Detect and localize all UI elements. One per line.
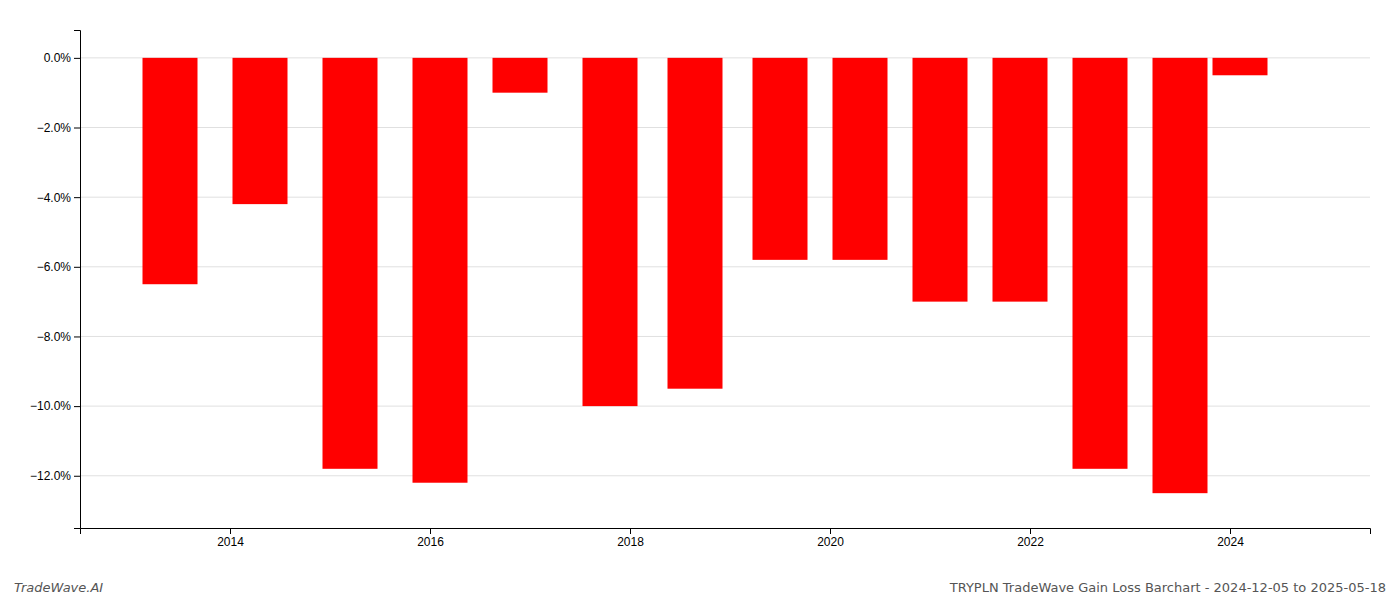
annotation: TradeWave.AI (14, 580, 103, 595)
x-tick-mark (830, 528, 831, 534)
bar (1153, 58, 1208, 493)
plot: 2014 2016 2018 2020 2022 2024 0.0% −2.0% −4.0% −6… (30, 31, 1371, 549)
bar (1073, 58, 1128, 469)
y-tick: −4.0% (37, 191, 80, 205)
y-tick-mark (74, 406, 80, 407)
y-tick-label: −4.0% (37, 191, 72, 205)
x-tick-mark (630, 528, 631, 534)
x-tick-label: 2018 (617, 535, 644, 549)
y-tick: −8.0% (37, 330, 80, 344)
y-axis: 0.0% −2.0% −4.0% −6.0% −8.0% −10.0% −12.0% (30, 31, 81, 529)
x-tick: 2024 (1217, 528, 1244, 549)
x-tick: 2014 (217, 528, 244, 549)
y-tick-mark (74, 128, 80, 129)
y-axis-line (74, 31, 81, 529)
bar (993, 58, 1048, 302)
y-tick: −2.0% (37, 121, 80, 135)
bar (1213, 58, 1268, 75)
y-tick-label: −6.0% (37, 260, 72, 274)
x-tick-mark (1030, 528, 1031, 534)
x-tick-label: 2016 (417, 535, 444, 549)
bar (413, 58, 468, 483)
y-tick-mark (74, 267, 80, 268)
bar (913, 58, 968, 302)
x-tick-label: 2014 (217, 535, 244, 549)
y-tick: −12.0% (30, 469, 80, 483)
x-tick-label: 2022 (1017, 535, 1044, 549)
y-tick-mark (74, 197, 80, 198)
y-tick-label: 0.0% (44, 51, 72, 65)
bar (143, 58, 198, 284)
y-tick: −6.0% (37, 260, 80, 274)
bar (583, 58, 638, 406)
x-tick-mark (1230, 528, 1231, 534)
y-tick: 0.0% (44, 51, 80, 65)
x-tick: 2022 (1017, 528, 1044, 549)
chart: 2014 2016 2018 2020 2022 2024 0.0% −2.0% −4.0% −6… (0, 0, 1400, 600)
y-tick: −10.0% (30, 399, 80, 413)
x-tick-label: 2020 (817, 535, 844, 549)
x-tick-mark (230, 528, 231, 534)
bars (143, 58, 1268, 493)
y-tick-label: −12.0% (30, 469, 71, 483)
bar (493, 58, 548, 93)
y-tick-label: −8.0% (37, 330, 72, 344)
y-tick-label: −10.0% (30, 399, 71, 413)
bar (668, 58, 723, 389)
x-axis-line (81, 529, 1371, 535)
y-tick-mark (74, 336, 80, 337)
y-tick-mark (74, 58, 80, 59)
x-tick: 2016 (417, 528, 444, 549)
x-tick: 2020 (817, 528, 844, 549)
x-tick-label: 2024 (1217, 535, 1244, 549)
bar (833, 58, 888, 260)
y-tick-label: −2.0% (37, 121, 72, 135)
bar (753, 58, 808, 260)
x-tick-mark (430, 528, 431, 534)
bar (323, 58, 378, 469)
x-tick: 2018 (617, 528, 644, 549)
annotation: TRYPLN TradeWave Gain Loss Barchart - 20… (949, 580, 1386, 595)
y-tick-mark (74, 476, 80, 477)
x-axis: 2014 2016 2018 2020 2022 2024 (81, 528, 1371, 549)
bar (233, 58, 288, 204)
